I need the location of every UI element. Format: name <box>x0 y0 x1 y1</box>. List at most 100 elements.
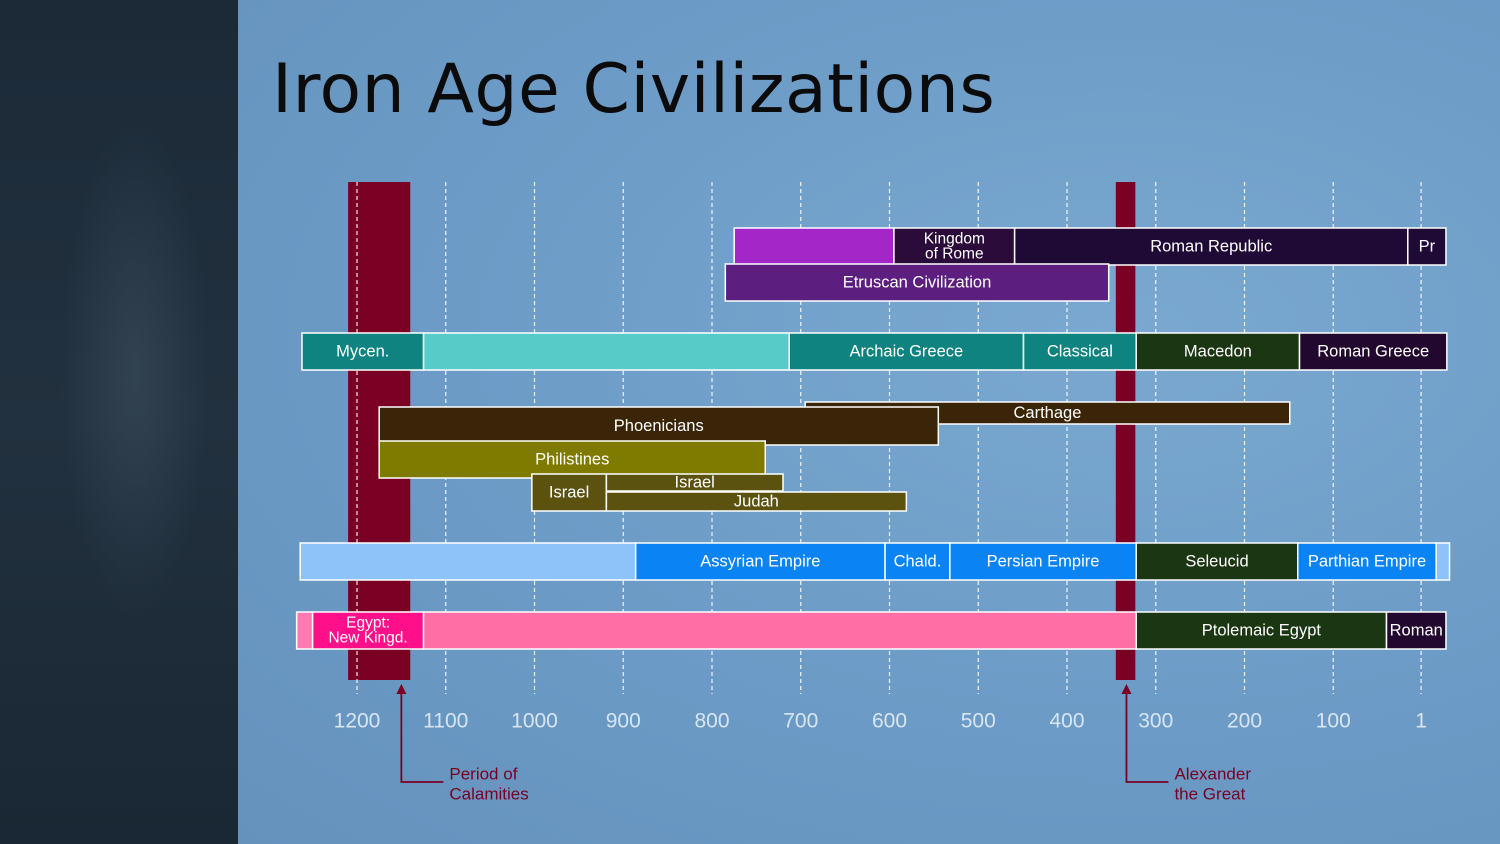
bar-pr-3: Pr <box>1407 227 1447 266</box>
bar-etruscan-civilization-4: Etruscan Civilization <box>724 263 1110 302</box>
alexander-note-text: Alexander <box>1174 765 1251 784</box>
alexander-note-text: the Great <box>1174 785 1245 804</box>
bar-label-persian-empire: Persian Empire <box>987 553 1100 571</box>
period-of-calamities-note-text: Period of <box>449 765 517 784</box>
tick-label-700: 700 <box>783 710 818 733</box>
bar-roman-28: Roman <box>1385 611 1447 650</box>
sidebar-panel <box>0 0 238 844</box>
tick-label-800: 800 <box>694 710 729 733</box>
bar-roman-republic-2: Roman Republic <box>1013 227 1409 266</box>
bar-rect-segment <box>733 227 895 266</box>
page-title: Iron Age Civilizations <box>272 50 996 129</box>
bar-rect-assyrian-empire <box>634 542 886 581</box>
bar-label-seleucid: Seleucid <box>1185 553 1248 571</box>
bar-segment-24 <box>295 611 314 650</box>
bar-rect-roman <box>1385 611 1447 650</box>
bar-label-etruscan-civilization: Etruscan Civilization <box>843 274 992 292</box>
bar-rect-etruscan-civilization <box>724 263 1110 302</box>
bar-segment-0 <box>733 227 895 266</box>
bar-segment-17 <box>299 542 637 581</box>
tick-label-200: 200 <box>1227 710 1262 733</box>
bar-rect-segment <box>1435 542 1451 581</box>
alexander-note-arrow-head <box>1121 684 1132 694</box>
bar-label-egypt-new-kingd: New Kingd. <box>328 630 407 647</box>
bar-israel-14: Israel <box>531 473 608 512</box>
bar-rect-persian-empire <box>949 542 1137 581</box>
period-of-calamities-note-text: Calamities <box>449 785 528 804</box>
bar-rect-macedon <box>1135 332 1301 371</box>
tick-label-1100: 1100 <box>423 710 468 733</box>
bar-philistines-13: Philistines <box>378 440 766 479</box>
tick-label-600: 600 <box>872 710 907 733</box>
bar-segment-6 <box>422 332 790 371</box>
bar-label-roman: Roman <box>1390 622 1443 640</box>
bar-phoenicians-12: Phoenicians <box>378 406 940 446</box>
bar-label-macedon: Macedon <box>1184 343 1252 361</box>
bar-rect-chald <box>884 542 951 581</box>
bar-rect-segment <box>422 332 790 371</box>
bar-parthian-empire-22: Parthian Empire <box>1297 542 1437 581</box>
bar-label-parthian-empire: Parthian Empire <box>1308 553 1426 571</box>
bar-label-philistines: Philistines <box>535 451 609 469</box>
bar-roman-greece-10: Roman Greece <box>1298 332 1448 371</box>
bar-macedon-9: Macedon <box>1135 332 1301 371</box>
bar-segment-26 <box>422 611 1137 650</box>
bar-label-classical: Classical <box>1047 343 1113 361</box>
bar-label-ptolemaic-egypt: Ptolemaic Egypt <box>1202 622 1322 640</box>
tick-label-1000: 1000 <box>511 710 558 733</box>
bar-segment-23 <box>1435 542 1451 581</box>
alexander-note-arrow-line <box>1125 690 1169 783</box>
bar-rect-israel <box>531 473 608 512</box>
bar-label-mycen: Mycen. <box>336 343 389 361</box>
bar-rect-israel <box>605 473 784 492</box>
bar-label-phoenicians: Phoenicians <box>614 417 704 435</box>
tick-label-900: 900 <box>606 710 641 733</box>
bar-rect-philistines <box>378 440 766 479</box>
tick-label-100: 100 <box>1316 710 1351 733</box>
bar-rect-ptolemaic-egypt <box>1135 611 1388 650</box>
bar-assyrian-empire-18: Assyrian Empire <box>634 542 886 581</box>
bar-label-kingdom-of-rome: of Rome <box>925 246 984 263</box>
tick-label-400: 400 <box>1049 710 1084 733</box>
bar-label-kingdom-of-rome: Kingdom <box>924 231 985 248</box>
bar-seleucid-21: Seleucid <box>1135 542 1299 581</box>
bar-rect-segment <box>299 542 637 581</box>
bar-rect-parthian-empire <box>1297 542 1437 581</box>
tick-label-300: 300 <box>1138 710 1173 733</box>
bar-rect-judah <box>605 491 908 512</box>
bar-label-assyrian-empire: Assyrian Empire <box>700 553 820 571</box>
bar-egypt-new-kingd-25: Egypt:New Kingd. <box>311 611 425 650</box>
bar-label-chald: Chald. <box>894 553 942 571</box>
bar-israel-15: Israel <box>605 473 784 492</box>
bar-label-egypt-new-kingd: Egypt: <box>346 615 390 632</box>
bar-mycen-5: Mycen. <box>301 332 425 371</box>
tick-label-1: 1 <box>1415 710 1427 733</box>
bar-judah-16: Judah <box>605 491 908 512</box>
bar-archaic-greece-7: Archaic Greece <box>788 332 1025 371</box>
bar-label-carthage: Carthage <box>1014 404 1082 422</box>
bar-rect-segment <box>295 611 314 650</box>
bar-rect-egypt-new-kingd <box>311 611 425 650</box>
bar-rect-mycen <box>301 332 425 371</box>
bar-label-archaic-greece: Archaic Greece <box>850 343 964 361</box>
bar-classical-8: Classical <box>1022 332 1137 371</box>
bar-label-roman-republic: Roman Republic <box>1150 238 1272 256</box>
period-of-calamities-note-arrow-line <box>400 690 444 783</box>
tick-label-1200: 1200 <box>334 710 381 733</box>
bar-label-roman-greece: Roman Greece <box>1317 343 1429 361</box>
bar-rect-roman-greece <box>1298 332 1448 371</box>
period-of-calamities-note-arrow-head <box>396 684 407 694</box>
bar-persian-empire-20: Persian Empire <box>949 542 1137 581</box>
tick-label-500: 500 <box>961 710 996 733</box>
bar-label-israel: Israel <box>675 474 715 492</box>
bar-label-israel: Israel <box>549 484 589 502</box>
bar-rect-seleucid <box>1135 542 1299 581</box>
bar-ptolemaic-egypt-27: Ptolemaic Egypt <box>1135 611 1388 650</box>
bar-chald-19: Chald. <box>884 542 951 581</box>
bar-rect-pr <box>1407 227 1447 266</box>
bar-label-pr: Pr <box>1419 238 1436 256</box>
